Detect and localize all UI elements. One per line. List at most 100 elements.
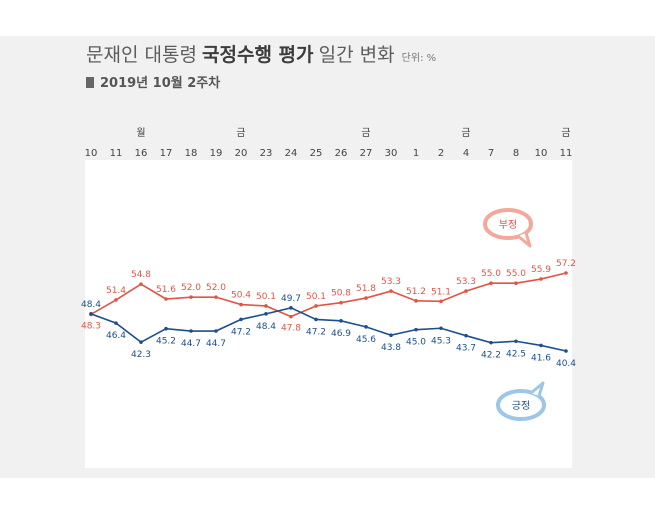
- x-tick-label: 4: [463, 148, 469, 159]
- legend-negative-bubble-tail: [517, 232, 532, 248]
- positive-data-label: 44.7: [206, 339, 226, 349]
- positive-data-label: 43.7: [456, 344, 476, 354]
- x-tick-label: 23: [260, 148, 273, 159]
- title-light: 문재인 대통령: [86, 44, 197, 66]
- negative-series-point: [439, 299, 443, 304]
- negative-data-label: 57.2: [556, 259, 576, 269]
- x-tick-label: 30: [385, 148, 398, 159]
- square-bullet-icon: [86, 77, 94, 88]
- negative-data-label: 47.8: [281, 324, 301, 334]
- positive-data-label: 46.4: [106, 331, 126, 341]
- x-tick-label: 1: [413, 148, 419, 159]
- positive-series-point: [139, 340, 143, 344]
- positive-series-point: [314, 317, 318, 322]
- positive-data-label: 43.8: [381, 343, 401, 353]
- positive-data-label: 44.7: [181, 339, 201, 349]
- x-tick-label: 20: [235, 148, 248, 159]
- negative-series-point: [339, 300, 343, 305]
- chart-title: 문재인 대통령 국정수행 평가 일간 변화 단위: %: [86, 40, 436, 67]
- positive-series-point: [389, 333, 393, 338]
- positive-series-point: [114, 321, 118, 325]
- x-tick-label: 8: [513, 148, 519, 159]
- legend-negative-bubble-label: 부정: [499, 219, 517, 231]
- negative-data-label: 54.8: [131, 270, 151, 280]
- negative-series-point: [389, 289, 393, 293]
- negative-series-line: [90, 272, 567, 318]
- legend-negative-bubble: 부정: [483, 208, 533, 248]
- x-tick-label: 16: [135, 148, 148, 159]
- x-tick-label: 26: [335, 148, 348, 159]
- negative-data-label: 55.9: [531, 265, 551, 275]
- positive-series-line: [90, 306, 567, 352]
- chart-subtitle: 2019년 10월 2주차: [86, 72, 220, 91]
- negative-data-label: 50.4: [231, 291, 251, 301]
- negative-data-label: 50.1: [256, 292, 276, 302]
- legend-positive-bubble-tail: [530, 381, 545, 397]
- positive-data-label: 47.2: [306, 327, 326, 337]
- subtitle-text: 2019년 10월 2주차: [100, 76, 221, 91]
- negative-data-label: 52.0: [206, 283, 226, 293]
- negative-series-point: [139, 282, 143, 286]
- x-tick-label: 2: [438, 148, 444, 159]
- negative-series-point: [114, 298, 118, 302]
- x-tick-label: 17: [160, 148, 173, 159]
- negative-data-label: 51.6: [156, 285, 176, 295]
- x-tick-label: 7: [488, 148, 494, 159]
- negative-data-label: 55.0: [506, 269, 526, 279]
- positive-data-label: 45.6: [356, 335, 376, 345]
- negative-series-point: [214, 295, 218, 299]
- negative-data-label: 51.1: [431, 287, 451, 297]
- positive-data-label: 42.5: [506, 349, 526, 359]
- legend-positive-bubble-shape: [496, 389, 546, 421]
- negative-data-label: 55.0: [481, 269, 501, 279]
- positive-data-label: 40.4: [556, 359, 576, 369]
- positive-data-label: 45.3: [431, 336, 451, 346]
- legend-negative-bubble-shape: [483, 208, 533, 240]
- legend-positive-bubble: 긍정: [496, 381, 546, 421]
- title-light-2: 일간 변화: [318, 44, 395, 66]
- positive-series-point: [439, 326, 443, 331]
- positive-series-point: [239, 317, 243, 322]
- negative-data-label: 53.3: [381, 277, 401, 287]
- negative-data-label: 51.2: [406, 287, 426, 297]
- positive-data-label: 45.0: [406, 338, 426, 348]
- negative-series-point: [539, 277, 543, 281]
- positive-series-point: [89, 312, 93, 316]
- positive-series-point: [564, 349, 568, 353]
- x-tick-label: 18: [185, 148, 198, 159]
- negative-data-label: 51.8: [356, 284, 376, 294]
- positive-data-label: 41.6: [531, 353, 551, 363]
- negative-data-label: 51.4: [106, 286, 126, 296]
- positive-series-point: [289, 306, 293, 310]
- plot-area: [85, 160, 572, 468]
- positive-series-point: [489, 340, 493, 345]
- positive-series-point: [189, 329, 193, 333]
- negative-data-label: 52.0: [181, 283, 201, 293]
- legend-positive-bubble-label: 긍정: [512, 400, 530, 412]
- x-tick-label: 19: [210, 148, 223, 159]
- positive-data-label: 48.4: [256, 322, 276, 332]
- positive-data-label: 42.2: [481, 351, 501, 361]
- negative-data-label: 50.1: [306, 292, 326, 302]
- positive-data-label: 49.7: [281, 294, 301, 304]
- negative-series-point: [189, 295, 193, 299]
- negative-data-label: 50.8: [331, 289, 351, 299]
- x-tick-label: 11: [560, 148, 573, 159]
- weekday-label: 금: [361, 127, 370, 139]
- positive-series-point: [539, 343, 543, 348]
- negative-data-label: 53.3: [456, 277, 476, 287]
- positive-data-label: 46.9: [331, 329, 351, 339]
- weekday-label: 금: [561, 127, 570, 139]
- positive-series-point: [414, 327, 418, 332]
- weekday-label: 금: [236, 127, 245, 139]
- negative-series-point: [364, 296, 368, 300]
- positive-series-point: [214, 329, 218, 333]
- positive-data-label: 48.4: [81, 300, 101, 310]
- negative-series-point: [414, 299, 418, 303]
- positive-series-point: [264, 312, 268, 316]
- positive-data-label: 45.2: [156, 337, 176, 347]
- negative-series-point: [164, 297, 168, 301]
- negative-series-point: [264, 304, 268, 308]
- weekday-label: 월: [136, 127, 145, 139]
